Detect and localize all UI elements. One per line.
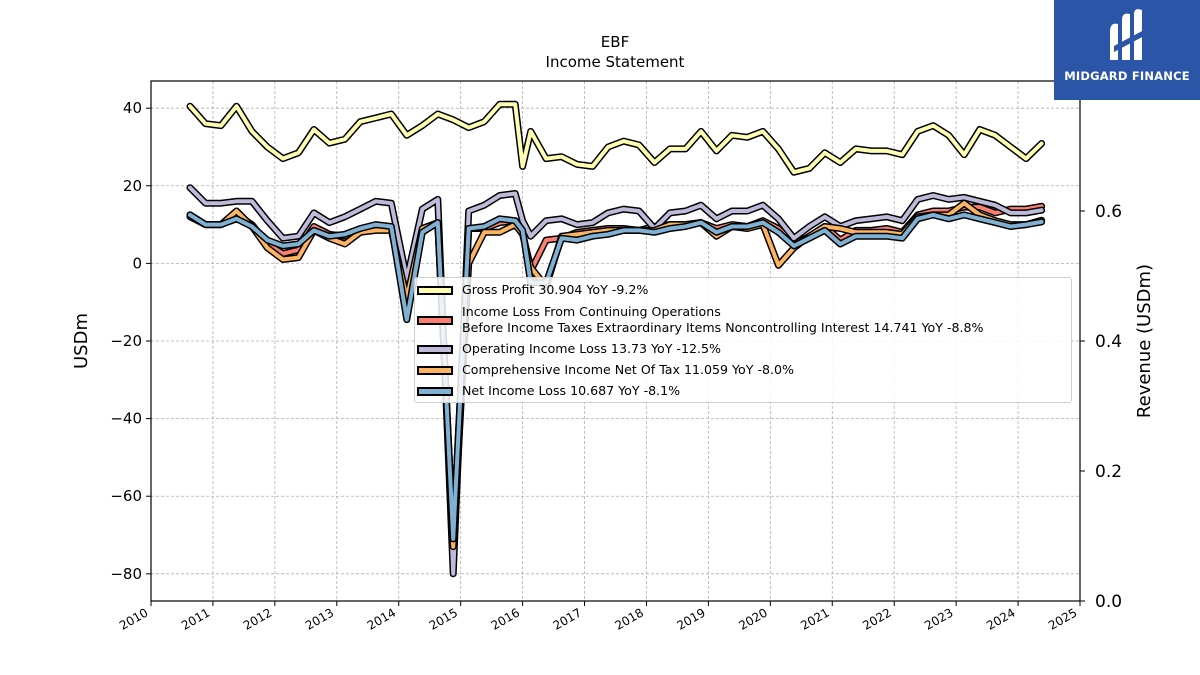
y-axis-label-right: Revenue (USDm)	[1134, 264, 1155, 418]
midgard-logo-icon	[1110, 9, 1144, 61]
y-axis-label-left: USDm	[71, 313, 92, 369]
y-tick-label: −60	[110, 487, 142, 505]
x-tick-label: 2024	[984, 605, 1017, 632]
legend-swatch-operating-income	[417, 345, 453, 354]
y-tick-label: −80	[110, 565, 142, 583]
y-axis-right: 0.80.60.40.20.0	[1080, 72, 1122, 612]
chart-legend: Gross Profit 30.904 YoY -9.2% Income Los…	[414, 277, 1072, 403]
x-tick-label: 2016	[489, 605, 522, 632]
x-tick-label: 2023	[922, 605, 955, 632]
brand-name: MIDGARD FINANCE	[1064, 69, 1190, 83]
x-tick-label: 2025	[1046, 605, 1079, 632]
legend-swatch-pretax-income	[417, 316, 453, 325]
legend-swatch-gross-profit	[417, 286, 453, 295]
x-tick-label: 2022	[860, 605, 893, 632]
y-axis-left: 40 20 0 −20 −40 −60 −80	[110, 99, 151, 583]
x-axis: 2010 2011 2012 2013 2014 2015 2016 2017 2018 2019…	[117, 601, 1081, 633]
series-line-gross-profit	[188, 102, 1044, 175]
y-tick-label: 0	[132, 254, 142, 272]
series-line-net-income-loss	[188, 212, 1044, 541]
series-line-operating-income-loss	[188, 185, 1044, 576]
legend-label-gross-profit: Gross Profit 30.904 YoY -9.2%	[462, 282, 649, 297]
x-tick-label: 2019	[674, 605, 707, 632]
x-tick-label: 2018	[613, 605, 646, 632]
y-tick-label: −40	[110, 410, 142, 428]
legend-swatch-comprehensive-income	[417, 366, 453, 375]
y-tick-label: 20	[123, 177, 142, 195]
x-tick-label: 2013	[303, 605, 336, 632]
x-tick-label: 2010	[117, 605, 150, 632]
chart-title: EBF	[601, 33, 629, 51]
x-tick-label: 2021	[798, 605, 831, 632]
legend-label-net-income: Net Income Loss 10.687 YoY -8.1%	[462, 383, 681, 398]
x-tick-label: 2020	[736, 605, 769, 632]
legend-label-pretax-income-line1: Income Loss From Continuing Operations	[462, 304, 721, 319]
x-tick-label: 2012	[241, 605, 274, 632]
y-tick-label: 40	[123, 99, 142, 117]
x-tick-label: 2017	[551, 605, 584, 632]
chart-subtitle: Income Statement	[546, 53, 685, 71]
y-right-tick-label: 0.4	[1095, 332, 1122, 352]
y-tick-label: −20	[110, 332, 142, 350]
series-line-comprehensive-income-net-of-tax	[188, 201, 1044, 549]
legend-label-comprehensive-income: Comprehensive Income Net Of Tax 11.059 Y…	[462, 362, 794, 377]
y-right-tick-label: 0.2	[1095, 462, 1122, 482]
x-tick-label: 2014	[365, 605, 398, 632]
x-tick-label: 2015	[427, 605, 460, 632]
series-lines	[186, 100, 1046, 578]
legend-label-operating-income: Operating Income Loss 13.73 YoY -12.5%	[462, 341, 721, 356]
y-right-tick-label: 0.6	[1095, 202, 1122, 222]
brand-logo: MIDGARD FINANCE	[1054, 0, 1200, 100]
legend-label-pretax-income-line2: Before Income Taxes Extraordinary Items …	[462, 320, 984, 335]
x-tick-label: 2011	[179, 605, 212, 632]
legend-swatch-net-income	[417, 387, 453, 396]
y-right-tick-label: 0.0	[1095, 592, 1122, 612]
